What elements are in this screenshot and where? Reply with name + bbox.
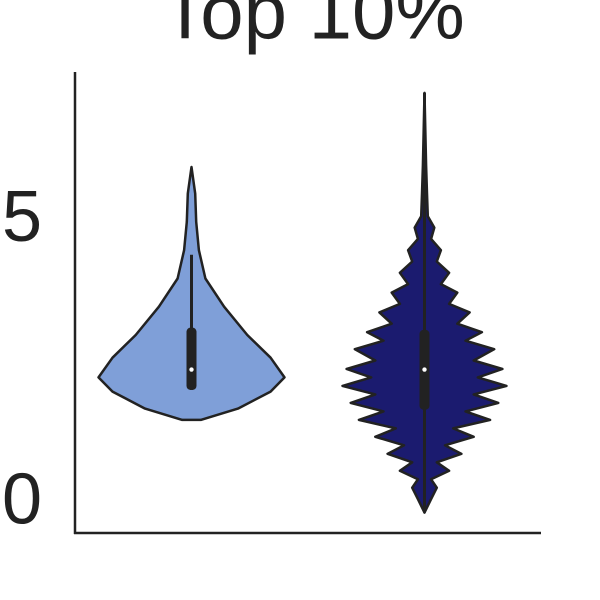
chart-title: Top 10% [161,0,465,56]
median-dot [189,367,194,372]
quartile-box [186,327,197,390]
y-tick-label: 5 [2,177,42,257]
y-tick-label: 0 [2,460,42,540]
median-dot [422,367,427,372]
